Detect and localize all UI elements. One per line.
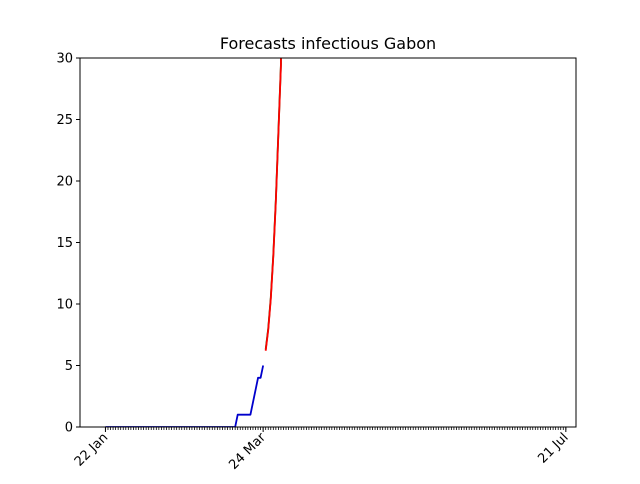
y-tick-label: 0 <box>65 421 73 436</box>
series-line-3 <box>264 58 282 351</box>
plot-area-frame <box>79 57 577 428</box>
plot-series <box>105 58 282 427</box>
y-tick-label: 20 <box>56 175 73 190</box>
y-tick-label: 15 <box>56 236 73 251</box>
chart-title: Forecasts infectious Gabon <box>220 34 436 53</box>
y-tick-label: 30 <box>56 52 73 67</box>
y-tick-label: 25 <box>56 113 73 128</box>
y-tick-label: 10 <box>56 298 73 313</box>
series-line-1 <box>105 365 265 427</box>
y-tick-label: 5 <box>65 359 73 374</box>
